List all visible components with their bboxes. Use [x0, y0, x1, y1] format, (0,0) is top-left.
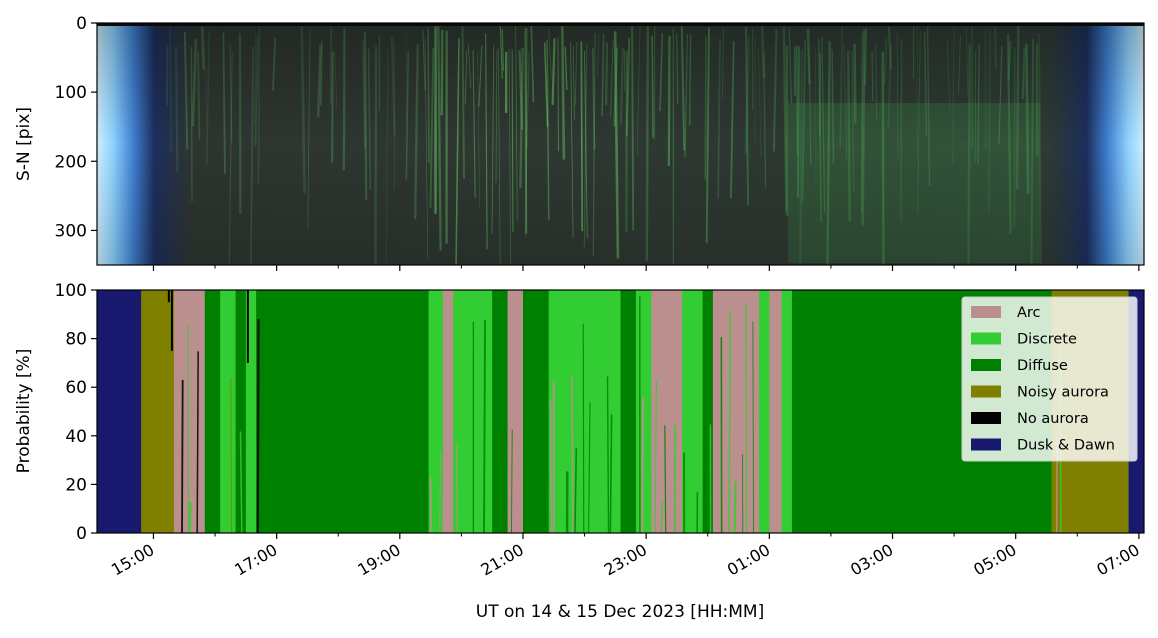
legend-swatch — [971, 438, 1001, 451]
texture-stroke — [188, 502, 192, 533]
segment-discrete — [548, 290, 621, 533]
texture-stroke — [752, 321, 754, 533]
texture-stroke — [641, 397, 645, 533]
legend-label: Dusk & Dawn — [1017, 438, 1115, 454]
time-x-axis: 15:00 17:00 19:00 21:00 23:00 01:00 03:00 05:00… — [108, 533, 1143, 580]
texture-stroke — [733, 481, 737, 533]
texture-stroke — [230, 377, 233, 533]
x-tick-label: 01:00 — [724, 540, 773, 580]
keogram-x-ticks — [152, 265, 1140, 271]
texture-stroke — [588, 402, 591, 533]
time-x-label: UT on 14 & 15 Dec 2023 [HH:MM] — [476, 602, 764, 622]
texture-stroke — [654, 380, 657, 533]
texture-stroke — [196, 351, 199, 533]
texture-stroke — [483, 319, 486, 533]
texture-stroke — [571, 375, 574, 533]
x-tick-label: 05:00 — [970, 540, 1019, 580]
x-tick-label: 15:00 — [108, 540, 157, 580]
class-texture — [167, 290, 1062, 533]
x-tick-label: 21:00 — [478, 540, 527, 580]
segment-diffuse — [620, 290, 637, 533]
keogram-y-axis: 0 100 200 300 — [55, 14, 97, 241]
probability-panel: 0 20 40 60 80 100 15:00 17:00 19:00 21:00 23:00 01… — [14, 281, 1145, 622]
texture-stroke — [442, 386, 446, 533]
texture-stroke — [664, 425, 667, 533]
segment-arc — [507, 290, 524, 533]
x-tick-label: 07:00 — [1093, 540, 1142, 580]
y-tick-label: 40 — [65, 427, 87, 447]
legend-box — [961, 296, 1138, 462]
segment-arc — [769, 290, 783, 533]
legend-swatch — [971, 332, 1001, 345]
segment-diffuse — [256, 290, 430, 533]
segment-discrete — [759, 290, 770, 533]
segment-discrete — [428, 290, 444, 533]
legend-swatch — [971, 412, 1001, 424]
segment-discrete — [682, 290, 704, 533]
segment-discrete — [220, 290, 237, 533]
legend-swatch — [971, 385, 1001, 398]
texture-stroke — [609, 414, 613, 533]
segment-arc — [173, 290, 206, 533]
keogram-y-tick-label: 0 — [76, 14, 87, 34]
texture-stroke — [256, 318, 260, 533]
texture-stroke — [582, 323, 585, 533]
y-tick-label: 60 — [65, 378, 87, 398]
texture-stroke — [549, 399, 553, 533]
legend-label: Discrete — [1017, 332, 1077, 348]
legend-label: Arc — [1017, 305, 1041, 321]
keogram-frame — [96, 22, 1145, 266]
segment-discrete — [245, 290, 257, 533]
texture-stroke — [606, 376, 610, 533]
legend-label: No aurora — [1017, 411, 1089, 427]
x-tick-label: 23:00 — [601, 540, 650, 580]
segment-arc — [442, 290, 454, 533]
segment-diffuse — [492, 290, 509, 533]
keogram-y-tick-label: 100 — [55, 83, 87, 103]
texture-stroke — [698, 365, 701, 533]
texture-stroke — [429, 478, 433, 533]
probability-y-axis: 0 20 40 60 80 100 — [55, 281, 97, 544]
texture-stroke — [660, 500, 663, 533]
legend-label: Noisy aurora — [1017, 385, 1109, 401]
texture-stroke — [574, 447, 578, 533]
texture-stroke — [511, 429, 513, 533]
keogram-y-label: S-N [pix] — [14, 107, 34, 181]
segment-discrete — [781, 290, 793, 533]
x-tick-label: 19:00 — [354, 540, 403, 580]
legend-swatch — [971, 306, 1001, 318]
legend-label: Diffuse — [1017, 358, 1068, 374]
x-tick-label: 03:00 — [847, 540, 896, 580]
probability-frame — [96, 289, 1145, 534]
texture-stroke — [181, 379, 184, 533]
segment-dusk-dawn — [97, 290, 142, 533]
segment-diffuse — [235, 290, 247, 533]
texture-stroke — [728, 311, 732, 533]
keogram-shade — [97, 23, 1144, 265]
y-tick-label: 0 — [76, 524, 87, 544]
segment-noisy-aurora — [141, 290, 175, 533]
legend-swatch — [971, 359, 1001, 371]
y-tick-label: 100 — [55, 281, 87, 301]
texture-stroke — [439, 451, 441, 533]
segment-diffuse — [204, 290, 221, 533]
keogram-y-tick-label: 200 — [55, 152, 87, 172]
y-tick-label: 80 — [65, 330, 87, 350]
segment-diffuse — [522, 290, 550, 533]
y-tick-label: 20 — [65, 475, 87, 495]
keogram-y-tick-label: 300 — [55, 221, 87, 241]
texture-stroke — [239, 431, 243, 533]
probability-y-label: Probability [%] — [14, 349, 34, 474]
x-tick-label: 17:00 — [231, 540, 280, 580]
keogram-panel: 0 100 200 300 S-N [pix] — [14, 14, 1145, 271]
legend: Arc Discrete Diffuse Noisy aurora No aurora D… — [961, 296, 1138, 462]
keogram-top-band — [97, 23, 1144, 26]
segment-diffuse — [702, 290, 714, 533]
texture-stroke — [448, 392, 452, 533]
